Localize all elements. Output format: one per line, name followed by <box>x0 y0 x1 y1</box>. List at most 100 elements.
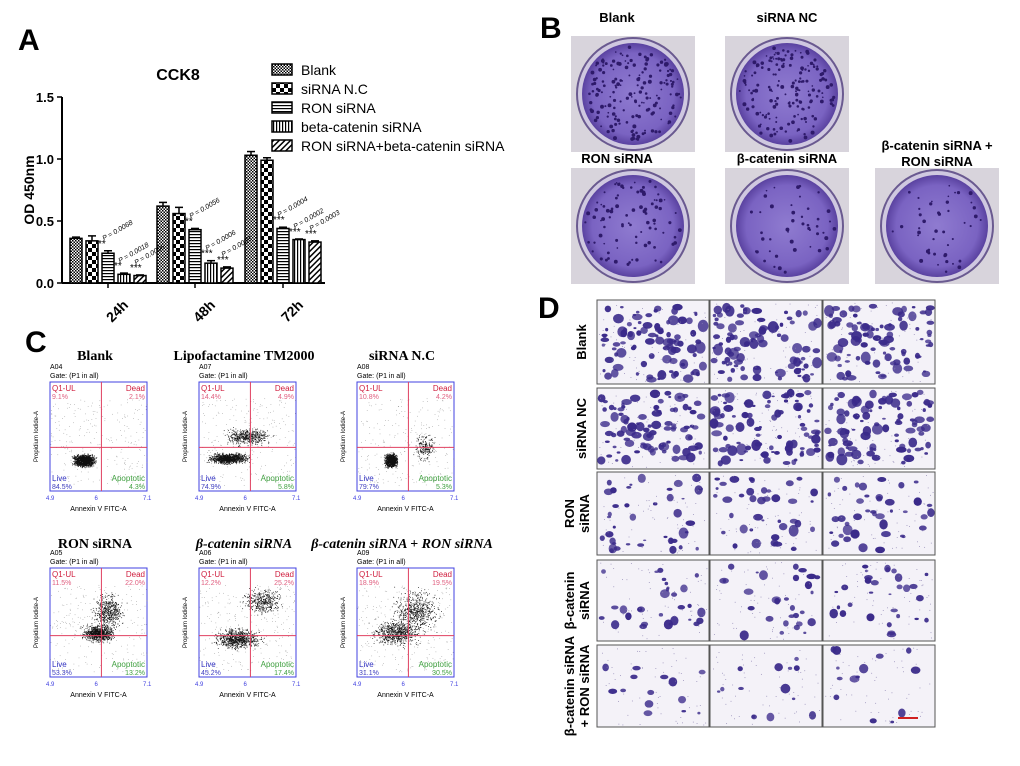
colony <box>809 61 814 66</box>
event-dot <box>65 464 66 466</box>
event-dot <box>81 461 83 463</box>
event-dot <box>222 456 223 458</box>
event-dot <box>84 462 86 464</box>
colony <box>643 243 648 248</box>
event-dot <box>261 438 263 440</box>
colony <box>748 89 751 92</box>
colony <box>621 80 624 82</box>
event-dot <box>121 435 122 436</box>
colony <box>630 96 633 98</box>
event-dot <box>235 437 237 439</box>
colony <box>790 53 794 57</box>
colony <box>635 258 639 262</box>
colony <box>769 238 772 241</box>
colony <box>774 99 777 103</box>
event-dot <box>238 462 240 464</box>
event-dot <box>243 441 244 443</box>
event-dot <box>216 459 218 461</box>
event-dot <box>61 446 62 448</box>
event-dot <box>261 438 262 440</box>
event-dot <box>218 457 220 459</box>
colony <box>805 79 809 83</box>
event-dot <box>250 432 252 434</box>
event-dot <box>73 455 75 457</box>
event-dot <box>78 461 80 462</box>
event-dot <box>141 446 142 447</box>
event-dot <box>143 483 144 484</box>
event-dot <box>247 440 249 442</box>
event-dot <box>54 480 56 482</box>
colony <box>772 128 776 131</box>
event-dot <box>94 411 96 412</box>
colony <box>750 91 753 95</box>
event-dot <box>99 400 101 402</box>
event-dot <box>235 454 237 455</box>
event-dot <box>106 438 108 440</box>
colony <box>744 70 747 73</box>
event-dot <box>221 461 222 463</box>
event-dot <box>231 456 232 458</box>
event-dot <box>86 466 87 468</box>
event-dot <box>252 440 254 442</box>
event-dot <box>228 462 230 464</box>
event-dot <box>268 412 269 414</box>
colony <box>679 96 682 99</box>
event-dot <box>247 437 249 439</box>
event-dot <box>210 452 211 453</box>
colony <box>951 237 954 241</box>
event-dot <box>240 455 242 457</box>
legend-swatch <box>271 63 293 76</box>
event-dot <box>240 459 242 460</box>
event-dot <box>81 459 82 461</box>
event-dot <box>248 439 250 441</box>
event-dot <box>242 436 244 438</box>
event-dot <box>235 462 237 463</box>
event-dot <box>81 461 83 463</box>
event-dot <box>208 449 209 451</box>
event-dot <box>72 457 74 459</box>
event-dot <box>226 464 228 465</box>
event-dot <box>234 437 236 439</box>
event-dot <box>83 456 85 457</box>
dish-label-line2: RON siRNA <box>901 154 973 169</box>
event-dot <box>217 459 219 460</box>
event-dot <box>257 411 259 413</box>
colony <box>657 96 661 100</box>
event-dot <box>213 459 215 461</box>
event-dot <box>236 439 237 441</box>
event-dot <box>258 437 259 439</box>
event-dot <box>86 462 88 464</box>
event-dot <box>275 435 277 436</box>
event-dot <box>131 442 132 443</box>
event-dot <box>74 410 76 412</box>
event-dot <box>217 411 219 413</box>
colony <box>638 52 642 57</box>
event-dot <box>239 456 241 458</box>
event-dot <box>130 465 131 467</box>
event-dot <box>132 399 133 401</box>
event-dot <box>251 440 253 441</box>
event-dot <box>236 438 238 440</box>
event-dot <box>246 437 247 439</box>
event-dot <box>216 400 218 402</box>
event-dot <box>92 462 94 463</box>
event-dot <box>233 458 235 460</box>
colony <box>647 241 651 245</box>
event-dot <box>214 460 215 462</box>
event-dot <box>251 439 253 440</box>
event-dot <box>79 459 80 460</box>
colony <box>611 59 616 63</box>
event-dot <box>240 434 241 436</box>
colony <box>671 80 675 84</box>
colony <box>612 68 615 71</box>
event-dot <box>256 432 258 434</box>
event-dot <box>209 458 210 460</box>
event-dot <box>220 400 222 401</box>
event-dot <box>246 435 248 437</box>
event-dot <box>219 456 221 457</box>
event-dot <box>287 470 288 472</box>
event-dot <box>209 459 210 461</box>
event-dot <box>85 463 86 464</box>
event-dot <box>93 459 94 461</box>
event-dot <box>74 463 76 465</box>
